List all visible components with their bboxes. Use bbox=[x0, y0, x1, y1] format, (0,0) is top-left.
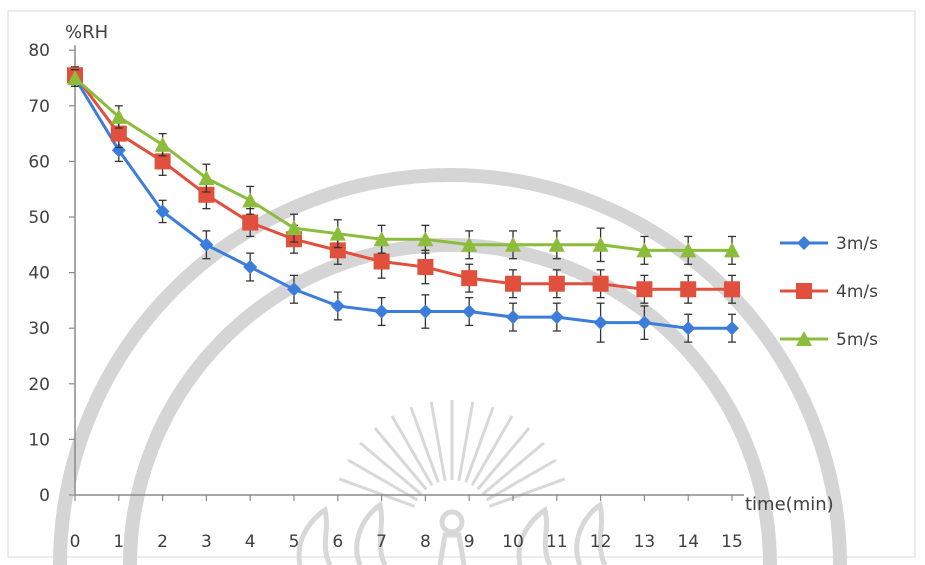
data-point bbox=[287, 282, 301, 297]
y-tick-label: 10 bbox=[28, 430, 50, 450]
legend-marker bbox=[797, 236, 811, 250]
data-point bbox=[724, 242, 740, 258]
y-tick-label: 20 bbox=[28, 375, 50, 395]
data-point bbox=[592, 236, 609, 252]
data-point bbox=[593, 315, 608, 330]
data-point bbox=[461, 270, 478, 287]
data-point bbox=[418, 304, 433, 319]
plot-border bbox=[7, 10, 916, 558]
x-tick-label: 2 bbox=[157, 532, 168, 552]
data-point bbox=[198, 186, 215, 203]
x-tick-label: 8 bbox=[420, 532, 431, 552]
series-3m/s bbox=[68, 69, 739, 343]
data-point bbox=[199, 237, 214, 252]
x-tick-label: 14 bbox=[677, 532, 699, 552]
data-point bbox=[548, 275, 565, 292]
data-point bbox=[373, 231, 390, 247]
series-4m/s bbox=[67, 66, 740, 304]
x-tick-label: 7 bbox=[376, 532, 387, 552]
data-point bbox=[242, 192, 259, 208]
y-tick-label: 80 bbox=[28, 41, 50, 61]
y-tick-label: 40 bbox=[28, 264, 50, 284]
legend-label: 3m/s bbox=[836, 234, 878, 254]
series-line bbox=[74, 76, 732, 252]
data-point bbox=[110, 125, 127, 142]
data-point bbox=[330, 298, 345, 313]
data-point bbox=[680, 242, 697, 258]
x-tick-label: 3 bbox=[201, 532, 212, 552]
y-tick-label: 70 bbox=[28, 97, 50, 117]
legend-marker bbox=[796, 283, 812, 299]
legend-label: 5m/s bbox=[836, 330, 878, 350]
x-tick-label: 0 bbox=[70, 532, 81, 552]
data-point bbox=[505, 275, 521, 292]
legend-label: 4m/s bbox=[836, 282, 878, 302]
data-point bbox=[680, 281, 697, 298]
series-line bbox=[73, 74, 732, 291]
data-point bbox=[373, 253, 390, 270]
data-point bbox=[725, 321, 739, 336]
data-point bbox=[243, 260, 258, 275]
data-point bbox=[198, 170, 215, 186]
x-tick-label: 6 bbox=[332, 532, 343, 552]
data-point bbox=[724, 281, 740, 298]
data-point bbox=[506, 310, 520, 325]
data-point bbox=[154, 136, 171, 152]
x-axis-title: time(min) bbox=[745, 494, 834, 515]
y-tick-label: 50 bbox=[28, 208, 50, 228]
x-tick-label: 4 bbox=[245, 532, 256, 552]
data-point bbox=[462, 304, 477, 319]
data-point bbox=[242, 214, 259, 231]
series-5m/s bbox=[67, 69, 740, 265]
data-point bbox=[67, 70, 83, 85]
data-point bbox=[505, 236, 521, 252]
x-tick-label: 1 bbox=[113, 532, 124, 552]
x-tick-label: 10 bbox=[502, 532, 524, 552]
data-point bbox=[549, 310, 564, 325]
data-point bbox=[681, 321, 696, 336]
data-point bbox=[417, 259, 434, 276]
x-tick-label: 13 bbox=[634, 532, 656, 552]
data-point bbox=[592, 275, 609, 292]
data-point bbox=[111, 143, 126, 158]
data-point bbox=[110, 108, 127, 124]
legend-marker bbox=[796, 331, 812, 346]
x-tick-label: 15 bbox=[721, 532, 743, 552]
data-point bbox=[374, 304, 389, 319]
data-point bbox=[286, 220, 302, 236]
x-tick-label: 11 bbox=[546, 532, 568, 552]
data-point bbox=[329, 225, 346, 241]
y-tick-label: 0 bbox=[39, 486, 50, 506]
series-line bbox=[73, 77, 732, 330]
y-tick-label: 30 bbox=[28, 319, 50, 339]
data-point bbox=[154, 153, 171, 170]
y-tick-label: 60 bbox=[28, 152, 50, 172]
data-point bbox=[417, 231, 434, 247]
data-point bbox=[636, 242, 653, 258]
x-tick-label: 12 bbox=[590, 532, 612, 552]
x-tick-label: 5 bbox=[289, 532, 300, 552]
data-point bbox=[155, 204, 170, 219]
data-point bbox=[548, 236, 565, 252]
data-point bbox=[329, 242, 346, 259]
y-axis-title: %RH bbox=[65, 22, 108, 43]
data-point bbox=[636, 281, 653, 298]
data-point bbox=[637, 315, 652, 330]
x-tick-label: 9 bbox=[464, 532, 475, 552]
data-point bbox=[461, 236, 478, 252]
